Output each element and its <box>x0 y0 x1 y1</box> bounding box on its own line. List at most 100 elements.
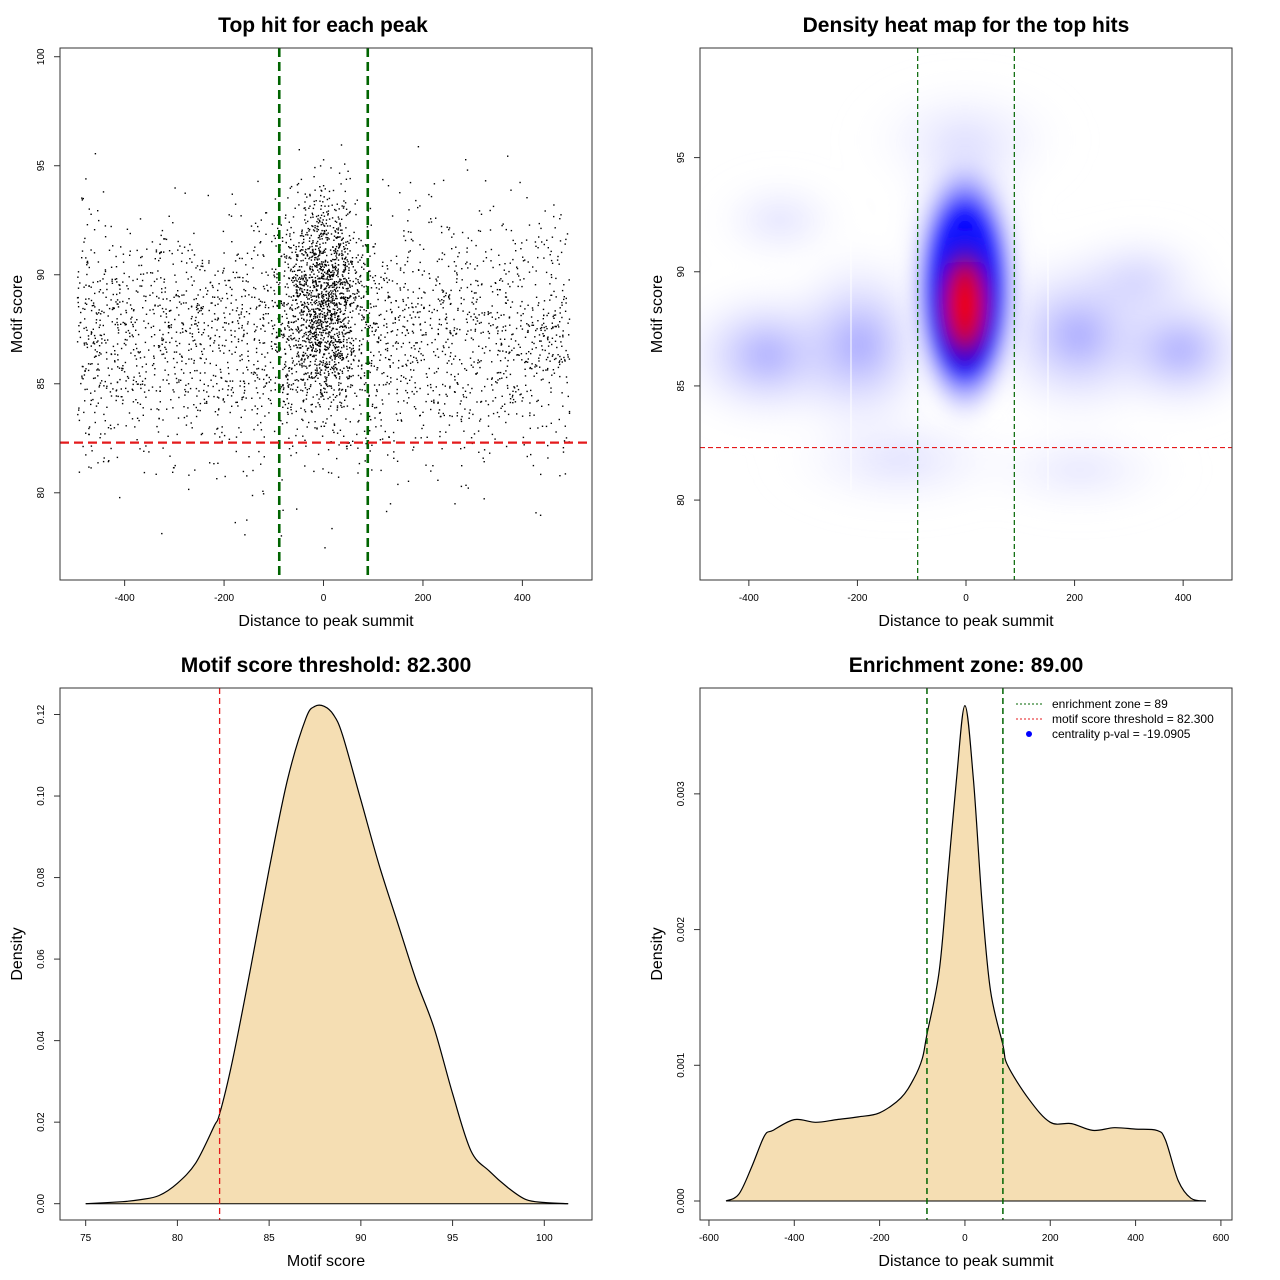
data-point <box>418 350 420 353</box>
data-point <box>468 311 471 313</box>
data-point <box>526 455 528 458</box>
data-point <box>456 415 458 417</box>
data-point <box>293 284 295 287</box>
data-point <box>343 270 345 272</box>
data-point <box>320 194 322 197</box>
data-point <box>554 310 556 312</box>
data-point <box>311 403 313 406</box>
data-point <box>99 280 101 282</box>
data-point <box>220 376 222 379</box>
data-point <box>292 383 295 385</box>
data-point <box>260 429 263 431</box>
data-point <box>145 371 147 373</box>
data-point <box>369 270 371 272</box>
data-point <box>339 429 342 431</box>
data-point <box>324 321 326 323</box>
data-point <box>132 379 135 381</box>
data-point <box>251 409 253 411</box>
data-point <box>349 421 351 423</box>
data-point <box>314 264 316 267</box>
data-point <box>296 379 298 381</box>
data-point <box>433 372 436 374</box>
data-point <box>354 355 356 357</box>
data-point <box>230 215 233 217</box>
data-point <box>258 378 261 380</box>
data-point <box>271 223 274 225</box>
data-point <box>224 345 226 347</box>
data-point <box>94 411 96 414</box>
data-point <box>315 288 318 290</box>
data-point <box>100 334 103 337</box>
data-point <box>288 295 290 298</box>
data-point <box>332 258 334 261</box>
data-point <box>128 332 131 334</box>
data-point <box>266 284 268 286</box>
data-point <box>363 262 365 265</box>
data-point <box>400 380 402 382</box>
data-point <box>325 278 327 280</box>
data-point <box>270 286 272 289</box>
data-point <box>378 336 380 338</box>
data-point <box>489 229 492 231</box>
data-point <box>298 245 300 248</box>
data-point <box>240 313 242 315</box>
data-point <box>289 306 292 309</box>
data-point <box>467 237 469 239</box>
data-point <box>262 317 264 319</box>
data-point <box>546 328 548 330</box>
data-point <box>313 200 315 203</box>
data-point <box>295 254 298 256</box>
data-point <box>341 297 343 299</box>
data-point <box>521 328 524 330</box>
data-point <box>103 311 105 314</box>
data-point <box>296 255 298 258</box>
data-point <box>213 463 215 465</box>
data-point <box>354 269 356 271</box>
data-point <box>285 365 287 367</box>
data-point <box>346 281 348 284</box>
data-point <box>93 304 95 307</box>
y-tick-label: 0.00 <box>36 1194 47 1214</box>
data-point <box>345 390 347 392</box>
data-point <box>407 231 410 233</box>
data-point <box>328 197 331 200</box>
x-axis-label: Distance to peak summit <box>878 1253 1054 1270</box>
data-point <box>330 316 333 318</box>
data-point <box>236 369 238 371</box>
data-point <box>529 412 531 414</box>
data-point <box>336 341 339 343</box>
data-point <box>245 280 247 282</box>
data-point <box>196 265 199 267</box>
data-point <box>504 329 507 332</box>
data-point <box>383 279 385 282</box>
data-point <box>322 468 324 470</box>
data-point <box>540 329 542 331</box>
data-point <box>527 304 529 306</box>
data-point <box>309 290 311 292</box>
x-tick-label: 600 <box>1213 1233 1230 1244</box>
data-point <box>344 268 347 270</box>
data-point <box>321 291 323 293</box>
data-point <box>177 249 179 251</box>
data-point <box>331 372 334 374</box>
data-point <box>357 365 359 367</box>
data-point <box>230 395 233 397</box>
data-point <box>447 338 449 341</box>
data-point <box>307 307 309 309</box>
data-point <box>559 218 561 220</box>
data-point <box>227 385 230 387</box>
data-point <box>193 232 195 235</box>
data-point <box>382 178 384 181</box>
data-point <box>407 289 409 291</box>
data-point <box>343 338 345 341</box>
data-point <box>370 224 372 226</box>
data-point <box>415 357 417 359</box>
data-point <box>270 389 272 392</box>
data-point <box>179 245 181 247</box>
data-point <box>320 369 323 371</box>
data-point <box>567 395 569 398</box>
data-point <box>385 383 387 386</box>
data-point <box>335 253 338 255</box>
data-point <box>514 401 517 403</box>
data-point <box>297 191 299 194</box>
